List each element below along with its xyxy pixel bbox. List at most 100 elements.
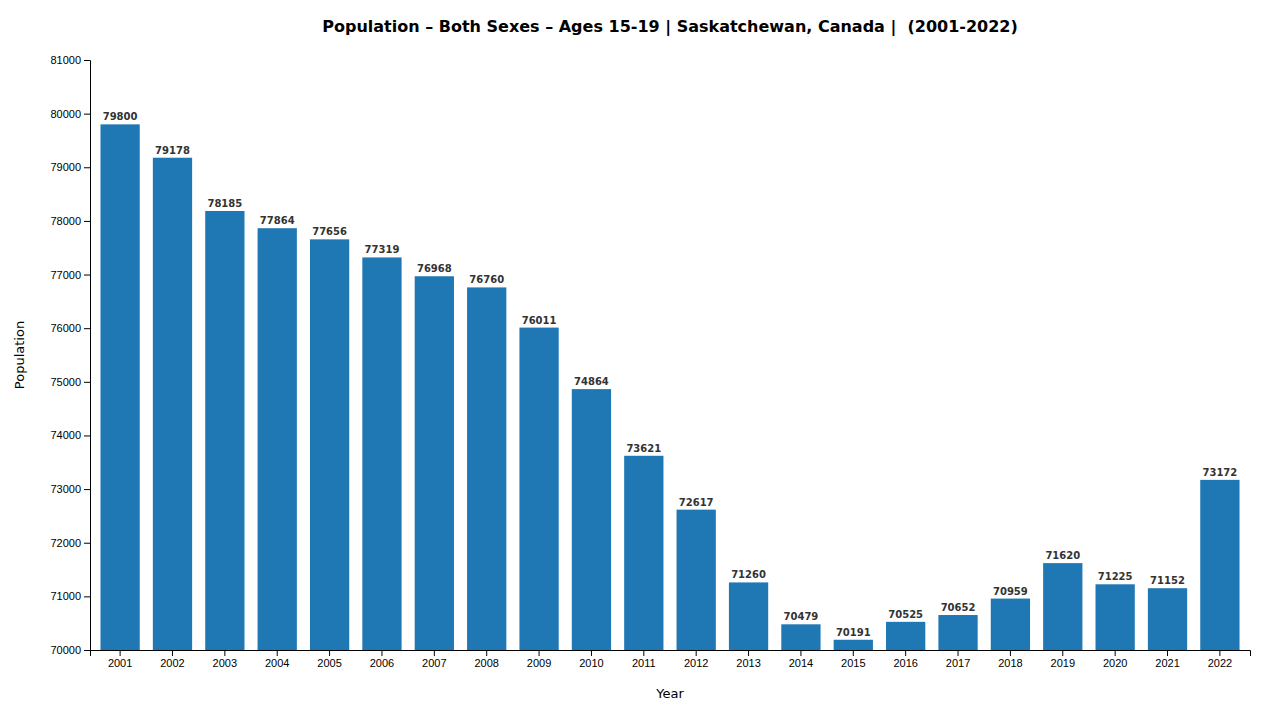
x-tick-mark bbox=[591, 650, 592, 656]
y-tick: 73000 bbox=[50, 483, 90, 495]
y-tick-label: 81000 bbox=[50, 54, 81, 66]
y-tick: 78000 bbox=[50, 215, 90, 227]
y-tick-label: 74000 bbox=[50, 429, 81, 441]
bar bbox=[362, 257, 401, 650]
y-tick-label: 76000 bbox=[50, 322, 81, 334]
y-tick-label: 71000 bbox=[50, 590, 81, 602]
y-tick-mark bbox=[84, 60, 90, 61]
y-tick: 77000 bbox=[50, 269, 90, 281]
x-tick-label: 2013 bbox=[736, 657, 760, 669]
data-label: 71152 bbox=[1150, 575, 1185, 586]
bar bbox=[886, 622, 925, 650]
x-tick: 2020 bbox=[1103, 650, 1127, 669]
y-tick: 72000 bbox=[50, 537, 90, 549]
bar bbox=[1148, 588, 1187, 650]
x-tick-mark bbox=[434, 650, 435, 656]
bar bbox=[1200, 480, 1239, 650]
x-tick: 2013 bbox=[736, 650, 760, 669]
x-tick-label: 2012 bbox=[684, 657, 708, 669]
data-label: 77319 bbox=[365, 244, 400, 255]
x-tick-mark bbox=[853, 650, 854, 656]
bars bbox=[100, 124, 1239, 650]
y-tick-label: 79000 bbox=[50, 161, 81, 173]
x-tick-mark bbox=[1115, 650, 1116, 656]
y-tick-mark bbox=[84, 650, 90, 651]
bar bbox=[938, 615, 977, 650]
plot: 2001200220032004200520062007200820092010… bbox=[50, 54, 1250, 669]
x-tick: 2009 bbox=[527, 650, 551, 669]
x-tick-label: 2002 bbox=[160, 657, 184, 669]
x-tick-mark bbox=[1062, 650, 1063, 656]
data-label: 70191 bbox=[836, 627, 871, 638]
data-label: 79178 bbox=[155, 145, 190, 156]
bar bbox=[205, 211, 244, 650]
x-tick-label: 2014 bbox=[789, 657, 813, 669]
x-tick-label: 2008 bbox=[474, 657, 498, 669]
y-axis-line bbox=[84, 61, 91, 651]
y-tick-label: 78000 bbox=[50, 215, 81, 227]
x-tick-label: 2016 bbox=[893, 657, 917, 669]
y-axis-title: Population bbox=[12, 321, 27, 389]
x-tick-label: 2015 bbox=[841, 657, 865, 669]
x-tick-mark bbox=[539, 650, 540, 656]
x-tick-mark bbox=[748, 650, 749, 656]
x-axis: 2001200220032004200520062007200820092010… bbox=[91, 650, 1251, 669]
x-tick-mark bbox=[120, 650, 121, 656]
y-tick: 74000 bbox=[50, 429, 90, 441]
y-tick-label: 70000 bbox=[50, 644, 81, 656]
y-tick: 70000 bbox=[50, 644, 90, 656]
x-tick-mark bbox=[1010, 650, 1011, 656]
data-label: 72617 bbox=[679, 497, 714, 508]
y-tick: 71000 bbox=[50, 590, 90, 602]
x-tick: 2022 bbox=[1208, 650, 1232, 669]
x-tick: 2008 bbox=[474, 650, 498, 669]
x-tick: 2003 bbox=[213, 650, 237, 669]
x-tick: 2018 bbox=[998, 650, 1022, 669]
x-tick-mark bbox=[958, 650, 959, 656]
x-tick-mark bbox=[224, 650, 225, 656]
y-tick-mark bbox=[84, 382, 90, 383]
data-label: 73621 bbox=[626, 443, 661, 454]
x-tick-mark bbox=[277, 650, 278, 656]
y-tick-label: 77000 bbox=[50, 269, 81, 281]
data-labels: 7980079178781857786477656773197696876760… bbox=[103, 111, 1238, 637]
x-tick-mark bbox=[905, 650, 906, 656]
bar bbox=[677, 510, 716, 650]
bar bbox=[153, 158, 192, 650]
title: Population – Both Sexes – Ages 15-19 | S… bbox=[322, 17, 1018, 37]
data-label: 71620 bbox=[1045, 550, 1080, 561]
x-tick-label: 2009 bbox=[527, 657, 551, 669]
y-tick-mark bbox=[84, 543, 90, 544]
y-tick: 80000 bbox=[50, 108, 90, 120]
data-label: 79800 bbox=[103, 111, 138, 122]
x-tick-label: 2022 bbox=[1208, 657, 1232, 669]
x-tick-mark bbox=[329, 650, 330, 656]
data-label: 74864 bbox=[574, 376, 609, 387]
y-axis: 70000 71000 72000 73000 74000 75000 76000 77000… bbox=[50, 54, 90, 656]
x-tick: 2005 bbox=[317, 650, 341, 669]
x-tick-mark bbox=[800, 650, 801, 656]
x-tick-mark bbox=[1167, 650, 1168, 656]
x-tick-label: 2003 bbox=[213, 657, 237, 669]
x-tick: 2016 bbox=[893, 650, 917, 669]
x-axis-title: Year bbox=[655, 686, 684, 701]
chart: 2001200220032004200520062007200820092010… bbox=[0, 0, 1280, 720]
bar bbox=[624, 456, 663, 650]
data-label: 70959 bbox=[993, 586, 1028, 597]
x-tick-label: 2005 bbox=[317, 657, 341, 669]
x-tick: 2021 bbox=[1155, 650, 1179, 669]
x-tick: 2014 bbox=[789, 650, 813, 669]
data-label: 76760 bbox=[469, 274, 504, 285]
x-tick: 2006 bbox=[370, 650, 394, 669]
x-tick: 2019 bbox=[1051, 650, 1075, 669]
x-tick-label: 2020 bbox=[1103, 657, 1127, 669]
x-tick: 2017 bbox=[946, 650, 970, 669]
x-tick-label: 2018 bbox=[998, 657, 1022, 669]
x-tick: 2011 bbox=[632, 650, 656, 669]
data-label: 77864 bbox=[260, 215, 295, 226]
y-tick-mark bbox=[84, 167, 90, 168]
bar bbox=[729, 582, 768, 650]
x-tick-label: 2021 bbox=[1155, 657, 1179, 669]
y-tick-label: 75000 bbox=[50, 376, 81, 388]
data-label: 76011 bbox=[522, 315, 557, 326]
